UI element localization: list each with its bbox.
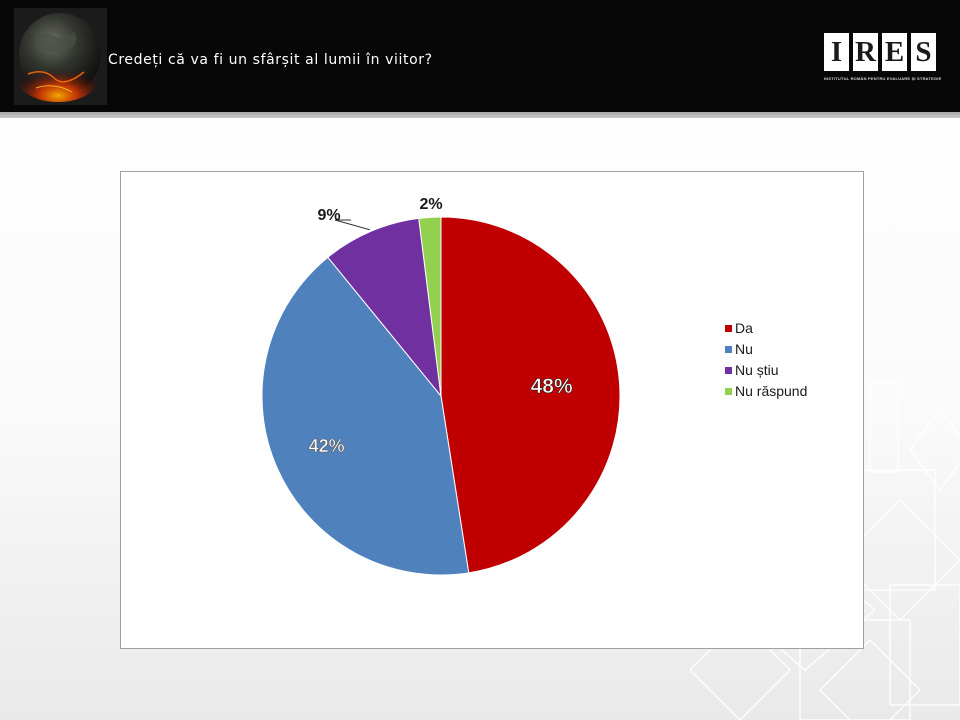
legend-label: Nu știu	[735, 362, 779, 378]
logo-subtitle: INSTITUTUL ROMÂN PENTRU EVALUARE ȘI STRA…	[824, 76, 942, 81]
data-label-da: 48%	[531, 375, 573, 398]
logo-letter: I	[824, 33, 849, 71]
pie-chart: 48% 42% 9% 2%	[261, 196, 621, 576]
legend-item-nu: Nu	[725, 339, 807, 360]
pie-slice-nu-raspund	[418, 216, 442, 397]
legend-label: Da	[735, 320, 753, 336]
logo-letter: E	[882, 33, 907, 71]
data-label-nu: 42%	[309, 436, 345, 456]
pie-slice-da	[440, 216, 621, 574]
data-label-nu-raspund: 2%	[419, 196, 442, 213]
legend-item-nu-raspund: Nu răspund	[725, 381, 807, 402]
legend-item-nu-stiu: Nu știu	[725, 360, 807, 381]
slide-title: Credeți că va fi un sfârșit al lumii în …	[108, 52, 433, 68]
ires-logo: I R E S INSTITUTUL ROMÂN PENTRU EVALUARE…	[824, 33, 942, 85]
legend-label: Nu	[735, 341, 753, 357]
legend-label: Nu răspund	[735, 383, 808, 399]
legend-swatch	[725, 325, 732, 332]
leader-line	[334, 219, 371, 231]
pie-slice-nu-stiu	[327, 217, 442, 398]
chart-frame: 48% 42% 9% 2% Da Nu Nu știu Nu răspund	[120, 171, 864, 649]
data-label-nu-stiu: 9%	[317, 207, 340, 224]
legend-swatch	[725, 367, 732, 374]
legend-item-da: Da	[725, 318, 807, 339]
header-bar: Credeți că va fi un sfârșit al lumii în …	[0, 0, 960, 112]
legend-swatch	[725, 346, 732, 353]
pie-slice-nu	[261, 256, 470, 576]
legend-swatch	[725, 388, 732, 395]
logo-letter: S	[911, 33, 936, 71]
logo-letter: R	[853, 33, 878, 71]
header-divider	[0, 112, 960, 118]
globe-image	[14, 8, 107, 105]
chart-legend: Da Nu Nu știu Nu răspund	[725, 318, 807, 402]
